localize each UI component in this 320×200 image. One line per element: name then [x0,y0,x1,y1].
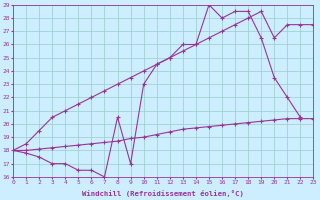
X-axis label: Windchill (Refroidissement éolien,°C): Windchill (Refroidissement éolien,°C) [82,190,244,197]
